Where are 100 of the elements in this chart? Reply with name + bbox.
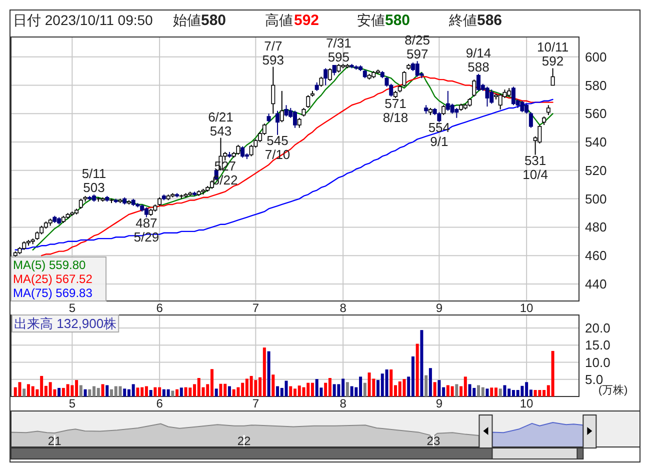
text: 日付 2023/10/11 09:50 [13,12,154,28]
bar [455,384,458,396]
bar [236,387,240,396]
bar [276,386,280,396]
bar [486,388,489,396]
candlestick [472,79,476,98]
bar [180,388,183,396]
text: 8/25 597 [404,32,430,62]
bar [298,386,301,396]
bar [464,376,467,396]
bar [315,379,318,396]
x-tick-label: 8 [340,396,347,410]
x-tick-label: 6 [156,396,164,410]
bar [402,379,406,396]
bar [132,384,135,396]
x-tick-label: 5 [68,301,76,315]
bar [166,389,170,396]
x-tick-label: 9 [436,301,443,315]
candlestick [546,104,550,116]
candlestick [324,68,328,86]
bar [503,385,506,396]
bar [289,386,292,396]
bar [188,388,192,396]
bar [516,390,520,396]
text: 5/11 503 [82,166,106,196]
bar [551,350,554,396]
bar [184,387,188,396]
bar [254,380,258,396]
candlestick [498,93,502,110]
bar [416,344,419,396]
bar [328,378,332,396]
bar [144,386,148,396]
candlestick [319,76,324,88]
text: 9/14 588 [466,45,492,74]
candlestick [297,117,302,128]
y-tick-label: 440 [585,276,607,292]
candlestick [442,104,446,116]
bar [390,369,393,396]
candlestick [332,64,336,76]
candlestick [415,60,420,78]
candlestick [78,198,83,210]
candlestick [437,112,442,123]
y-tick-label: 500 [585,191,607,206]
text: 始値 [173,12,201,28]
y-tick-label: 460 [585,248,607,264]
candlestick [271,66,276,114]
bar [385,369,388,396]
bar [88,389,92,396]
candlestick [306,94,310,108]
bar [332,384,336,396]
annotation: 出来高 132,900株 [14,316,117,331]
bar [250,376,253,396]
bar [490,388,494,396]
candlestick [328,68,332,82]
x-tick-label: 8 [340,301,347,315]
text: 安値 [357,12,385,28]
text: 高値 [265,12,293,28]
bar [363,382,366,396]
text: 571 8/18 [382,96,408,126]
bar [438,380,441,396]
text: 7/7 593 [262,38,284,68]
bar [494,388,498,396]
y-tick-label: 10.0 [585,354,610,370]
candlestick [476,73,481,92]
bar [468,384,472,396]
bar [481,387,484,396]
text: 592 [294,12,320,29]
bar [123,388,126,396]
bar [219,384,222,396]
y-tick-label: 20.0 [585,320,610,336]
bar [22,388,26,396]
bar [232,389,236,396]
bar [420,330,424,396]
candlestick [284,104,288,117]
text: MA(25) 567.52 [13,272,93,286]
y-tick-label: 480 [585,220,607,235]
bar [472,388,476,396]
bar [302,387,306,396]
text: 10/11 [536,40,569,55]
candlestick [528,112,533,128]
bar [84,389,87,396]
bar [411,356,414,396]
bar [114,386,118,396]
bar [520,386,524,396]
x-tick-label: 10 [520,396,534,410]
bar [66,384,70,396]
candlestick [402,70,406,88]
bar [106,385,109,396]
x-tick-label: 23 [426,434,440,448]
bar [272,374,275,396]
bar [118,386,122,396]
bar [214,388,218,396]
y-tick-label: 560 [585,106,607,122]
text: 554 9/1 [428,120,450,150]
text: 終値 [448,12,477,28]
y-tick-label: 540 [585,134,607,150]
y-tick-label: 15.0 [585,338,610,353]
bar [176,389,179,396]
x-tick-label: 21 [48,434,62,448]
bar [31,386,34,396]
